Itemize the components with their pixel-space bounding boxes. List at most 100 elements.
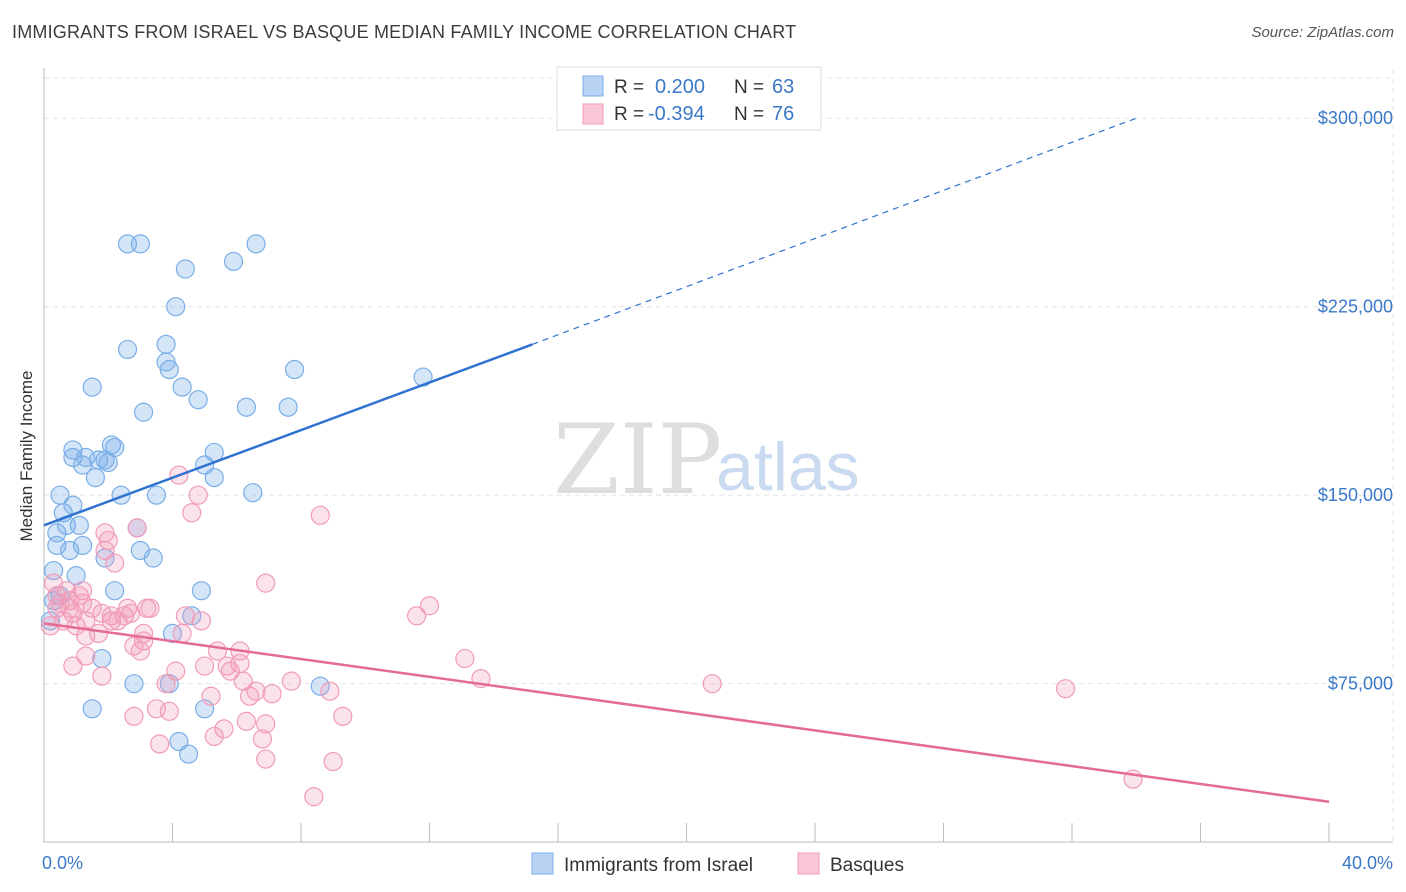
source-label: Source: ZipAtlas.com	[1251, 24, 1394, 41]
point-basques-39	[140, 598, 160, 618]
legend-swatch-basques	[582, 103, 604, 125]
point-basques-48	[182, 503, 202, 523]
point-basques-79	[702, 674, 722, 694]
point-israel-49	[182, 606, 202, 626]
trend-line-israel-extension	[532, 117, 1137, 345]
point-basques-75	[407, 606, 427, 626]
point-israel-48	[178, 744, 199, 764]
point-basques-49	[188, 485, 208, 505]
point-basques-62	[240, 686, 260, 706]
point-basques-70	[304, 787, 324, 807]
point-israel-47	[175, 259, 195, 279]
point-basques-65	[256, 714, 276, 734]
point-israel-9	[60, 540, 80, 561]
x-tick-label-min: 0.0%	[42, 853, 83, 873]
point-basques-67	[256, 749, 276, 769]
point-israel-51	[191, 581, 212, 601]
point-basques-69	[281, 671, 301, 691]
watermark: ZIP atlas	[553, 404, 860, 516]
point-israel-62	[310, 676, 330, 696]
point-israel-27	[105, 581, 125, 601]
point-basques-72	[320, 681, 340, 701]
point-israel-28	[105, 437, 125, 458]
point-basques-14	[72, 581, 93, 601]
y-tick-label-1: $150,000	[1318, 485, 1393, 505]
point-israel-44	[166, 297, 186, 317]
point-israel-42	[159, 359, 179, 380]
point-israel-52	[195, 699, 215, 719]
point-basques-34	[127, 518, 147, 538]
point-basques-47	[175, 606, 195, 626]
point-basques-61	[236, 711, 256, 731]
point-israel-60	[278, 397, 298, 417]
point-basques-77	[455, 648, 475, 669]
point-basques-41	[150, 734, 170, 754]
point-israel-4	[47, 523, 67, 543]
legend-swatch-israel	[582, 75, 604, 97]
watermark-atlas: atlas	[716, 429, 860, 505]
point-israel-41	[156, 334, 176, 354]
legend-r-value-israel: 0.200	[655, 76, 705, 98]
y-tick-label-0: $75,000	[1328, 674, 1393, 694]
point-israel-35	[130, 234, 150, 254]
point-israel-23	[92, 648, 112, 669]
legend-bottom: Immigrants from Israel Basques	[531, 852, 904, 876]
point-israel-37	[143, 548, 163, 568]
y-axis-title: Median Family Income	[17, 370, 36, 541]
legend-bottom-label-israel: Immigrants from Israel	[564, 855, 753, 876]
legend-n-value-basques: 76	[772, 103, 794, 125]
point-israel-55	[204, 467, 224, 488]
trend-line-israel	[43, 343, 533, 527]
point-basques-46	[172, 623, 192, 644]
point-basques-68	[262, 684, 282, 704]
point-israel-30	[117, 339, 138, 360]
point-basques-64	[252, 729, 273, 749]
point-basques-66	[256, 573, 276, 593]
point-israel-59	[246, 234, 266, 254]
point-basques-43	[159, 701, 179, 721]
point-basques-51	[195, 656, 215, 676]
point-israel-20	[85, 467, 106, 488]
point-basques-24	[98, 530, 118, 551]
trend-lines	[43, 117, 1330, 804]
watermark-zip: ZIP	[553, 404, 722, 516]
y-tick-label-2: $225,000	[1318, 297, 1393, 317]
point-basques-80	[1055, 679, 1076, 699]
gridlines	[44, 70, 1394, 842]
trend-line-basques	[43, 622, 1330, 804]
point-basques-50	[191, 611, 212, 631]
point-basques-32	[124, 706, 144, 726]
point-basques-21	[92, 666, 112, 686]
point-basques-71	[310, 505, 330, 525]
y-tick-label-3: $300,000	[1318, 108, 1393, 128]
point-basques-16	[76, 646, 96, 666]
point-basques-30	[117, 598, 138, 618]
legend-r-label-basques: R =	[614, 104, 644, 125]
point-basques-63	[246, 681, 266, 701]
point-israel-19	[82, 699, 102, 719]
point-israel-50	[188, 390, 208, 410]
legend-r-label-israel: R =	[614, 77, 644, 98]
point-israel-15	[72, 535, 93, 556]
legend-bottom-swatch-basques	[797, 852, 820, 875]
point-basques-44	[166, 661, 186, 681]
legend-n-label-israel: N =	[734, 77, 764, 98]
legend-n-label-basques: N =	[734, 104, 764, 125]
legend-bottom-swatch-israel	[531, 852, 554, 875]
point-israel-57	[236, 397, 256, 417]
point-israel-31	[124, 674, 144, 694]
point-basques-57	[220, 661, 240, 681]
point-basques-27	[105, 553, 125, 573]
point-basques-10	[63, 656, 83, 676]
chart-title: IMMIGRANTS FROM ISRAEL VS BASQUE MEDIAN …	[12, 22, 797, 42]
point-israel-38	[146, 485, 167, 505]
point-basques-18	[82, 598, 102, 618]
point-israel-58	[243, 483, 263, 503]
point-israel-14	[69, 515, 89, 535]
legend-bottom-label-basques: Basques	[830, 855, 904, 876]
legend-n-value-israel: 63	[772, 76, 794, 98]
legend-r-value-basques: -0.394	[648, 103, 705, 125]
point-basques-52	[201, 686, 221, 706]
axes	[43, 68, 1393, 843]
